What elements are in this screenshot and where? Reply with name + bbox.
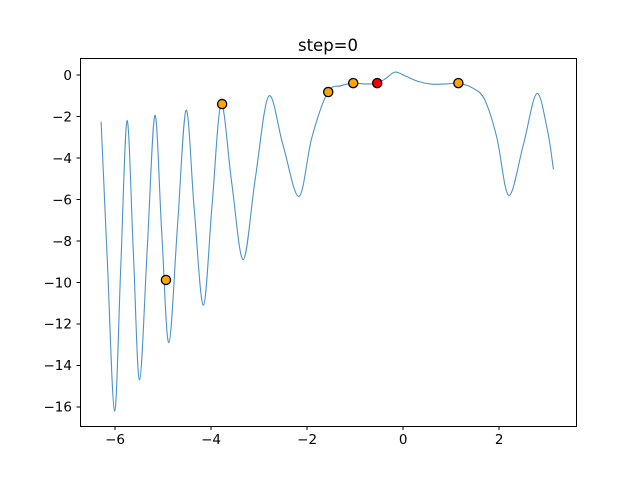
x-tick-label: −6 bbox=[105, 432, 125, 448]
candidate-point bbox=[453, 77, 464, 89]
y-tick-label: −12 bbox=[44, 317, 73, 333]
candidate-point bbox=[322, 86, 334, 98]
y-tick-label: −2 bbox=[52, 109, 72, 125]
y-tick-label: −8 bbox=[52, 234, 72, 250]
data-layer bbox=[100, 71, 554, 412]
y-tick-label: −10 bbox=[44, 275, 73, 291]
candidate-point bbox=[347, 77, 359, 89]
x-tick-label: −4 bbox=[201, 432, 221, 448]
y-tick-label: 0 bbox=[63, 68, 72, 84]
candidate-point bbox=[216, 98, 228, 110]
axes-frame bbox=[80, 58, 577, 427]
x-tick-label: 2 bbox=[495, 432, 504, 448]
best-point bbox=[371, 77, 383, 89]
candidate-point bbox=[160, 274, 172, 286]
x-tick-label: 0 bbox=[399, 432, 408, 448]
y-tick-label: −16 bbox=[44, 400, 73, 416]
axes-layer: −6 −4 −2 0 2 0 −2 −4 −6 −8 −10 −12 −14 −16 bbox=[44, 58, 577, 448]
y-tick-label: −4 bbox=[52, 151, 72, 167]
chart-title: step=0 bbox=[298, 36, 358, 55]
x-tick-label: −2 bbox=[297, 432, 317, 448]
y-tick-label: −6 bbox=[52, 192, 72, 208]
objective-curve-line bbox=[100, 71, 554, 412]
y-tick-label: −14 bbox=[44, 358, 73, 374]
